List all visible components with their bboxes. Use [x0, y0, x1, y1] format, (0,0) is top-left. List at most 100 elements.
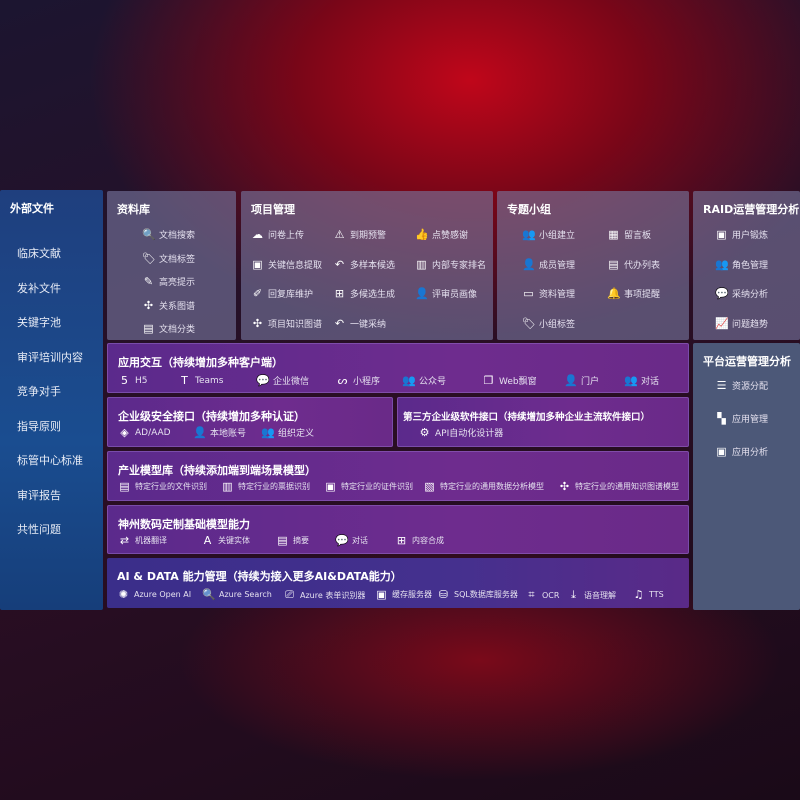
sidebar-item[interactable]: 临床文献	[17, 247, 61, 260]
miniprogram-icon: ᔕ	[337, 374, 348, 387]
app-item[interactable]: 👥 对话	[624, 374, 659, 387]
project-item[interactable]: ⚠ 到期预警	[333, 228, 386, 241]
item-label: 角色管理	[732, 260, 769, 271]
ai-item[interactable]: ♫ TTS	[632, 588, 664, 601]
base-item[interactable]: 💬 对话	[335, 534, 368, 547]
industry-item[interactable]: ▧ 特定行业的通用数据分析模型	[423, 480, 544, 493]
base-item[interactable]: ⊞ 内容合成	[395, 534, 444, 547]
project-item[interactable]: ↶ 一键采纳	[333, 317, 386, 330]
project-panel: 项目管理 ☁ 问卷上传 ⚠ 到期预警 👍 点赞感谢 ▣ 关键信息提取 ↶ 多样本候选 ▥ 内部专家排名 ✐…	[241, 191, 493, 340]
sidebar-item[interactable]: 竞争对手	[17, 385, 61, 398]
industry-item[interactable]: ▤ 特定行业的文件识别	[118, 480, 207, 493]
group-item[interactable]: ▦ 留言板	[607, 228, 651, 241]
puzzle-icon: ⊞	[334, 287, 345, 300]
thirdparty-item[interactable]: ⚙ API自动化设计器	[418, 426, 504, 439]
item-label: Azure Open AI	[134, 590, 192, 599]
window-icon: ❐	[483, 374, 494, 387]
item-label: 文档分类	[159, 325, 196, 335]
industry-item[interactable]: ✣ 特定行业的通用知识图谱模型	[558, 480, 679, 493]
project-item[interactable]: 👍 点赞感谢	[415, 228, 468, 241]
panel-title: 平台运营管理分析	[703, 355, 791, 368]
sidebar-item[interactable]: 审评报告	[17, 488, 61, 502]
ai-item[interactable]: ▣ 缓存服务器	[375, 588, 432, 601]
item-label: 特定行业的票据识别	[238, 482, 310, 491]
app-item[interactable]: ᔕ 小程序	[336, 374, 380, 387]
base-item[interactable]: ▤ 摘要	[276, 534, 309, 547]
item-label: 小程序	[353, 377, 381, 387]
sidebar-item[interactable]: 发补文件	[17, 281, 61, 295]
industry-item[interactable]: ▥ 特定行业的票据识别	[221, 480, 310, 493]
library-item[interactable]: ✎ 高亮提示	[142, 275, 195, 288]
raid-item[interactable]: 💬 采纳分析	[715, 287, 768, 300]
sidebar-item[interactable]: 指导原则	[17, 419, 61, 433]
library-item[interactable]: ✣ 关系图谱	[142, 299, 195, 312]
platform-item[interactable]: ☰ 资源分配	[715, 379, 768, 392]
panel-title: 资料库	[117, 203, 150, 216]
project-item[interactable]: ✐ 回复库维护	[251, 287, 313, 300]
cloud-upload-icon: ☁	[252, 228, 263, 241]
project-item[interactable]: ⊞ 多候选生成	[333, 287, 395, 300]
group-item[interactable]: 🏷 小组标签	[522, 317, 575, 330]
portal-icon: 👤	[564, 374, 577, 387]
group-item[interactable]: 👤 成员管理	[522, 258, 575, 271]
group-item[interactable]: 👥 小组建立	[522, 228, 575, 241]
item-label: Azure 表单识别器	[300, 590, 366, 600]
industry-model-panel: 产业模型库（持续添加端到端场景模型） ▤ 特定行业的文件识别 ▥ 特定行业的票据识别 ▣ 特…	[107, 451, 689, 501]
graph-icon: ✣	[143, 298, 154, 312]
app-item[interactable]: 👥 公众号	[402, 374, 446, 387]
library-item[interactable]: 🔍 文档搜索	[142, 228, 195, 241]
app-item[interactable]: 💬 企业微信	[256, 374, 309, 387]
sidebar-item[interactable]: 共性问题	[17, 523, 61, 536]
security-item[interactable]: 👥 组织定义	[261, 426, 314, 439]
sidebar-item[interactable]: 关键字池	[17, 316, 61, 329]
users-icon: 👥	[715, 257, 728, 271]
project-item[interactable]: 👤 评审员画像	[415, 287, 477, 300]
base-item[interactable]: ⇄ 机器翻译	[118, 534, 167, 547]
library-item[interactable]: 🏷 文档标签	[142, 252, 195, 265]
doc-search-icon: 🔍	[142, 228, 155, 241]
app-item[interactable]: 5 H5	[118, 374, 148, 387]
group-item[interactable]: 🔔 事项提醒	[607, 287, 660, 300]
security-item[interactable]: 👤 本地账号	[193, 426, 246, 439]
base-item[interactable]: A 关键实体	[201, 534, 250, 547]
raid-item[interactable]: 👥 角色管理	[715, 258, 768, 271]
project-item[interactable]: ☁ 问卷上传	[251, 228, 304, 241]
ai-item[interactable]: ⎚ Azure 表单识别器	[283, 588, 365, 602]
platform-item[interactable]: ▣ 应用分析	[715, 445, 768, 458]
teams-icon: T	[181, 374, 188, 387]
item-label: 用户锻炼	[732, 231, 769, 241]
platform-item[interactable]: ▚ 应用管理	[715, 412, 768, 425]
app-item[interactable]: T Teams	[178, 374, 223, 387]
ai-item[interactable]: 🔍 Azure Search	[202, 588, 272, 601]
app-item[interactable]: ❐ Web飘窗	[482, 374, 537, 387]
local-account-icon: 👤	[193, 426, 206, 439]
security-item[interactable]: ◈ AD/AAD	[118, 426, 170, 439]
graph-icon: ✣	[559, 480, 570, 493]
project-item[interactable]: ▣ 关键信息提取	[251, 258, 322, 271]
raid-item[interactable]: 📈 问题趋势	[715, 317, 768, 330]
group-item[interactable]: ▤ 代办列表	[607, 258, 660, 271]
project-item[interactable]: ▥ 内部专家排名	[415, 258, 486, 271]
app-item[interactable]: 👤 门户	[564, 374, 599, 387]
item-label: 关键实体	[218, 536, 250, 545]
item-label: TTS	[649, 590, 664, 599]
sidebar-item[interactable]: 审评培训内容	[17, 350, 83, 364]
ai-item[interactable]: ✺ Azure Open AI	[117, 588, 191, 601]
clipboard-icon: ▤	[608, 257, 619, 271]
project-item[interactable]: ✣ 项目知识图谱	[251, 317, 322, 330]
ai-item[interactable]: ⤓ 语音理解	[567, 588, 616, 602]
sidebar-item[interactable]: 标管中心标准	[17, 454, 83, 467]
raid-item[interactable]: ▣ 用户锻炼	[715, 228, 768, 241]
library-item[interactable]: ▤ 文档分类	[142, 322, 195, 335]
item-label: 高亮提示	[159, 278, 196, 288]
item-label: 应用分析	[732, 448, 769, 458]
item-label: 小组标签	[539, 319, 576, 330]
ai-item[interactable]: ⌗ OCR	[525, 588, 559, 602]
form-icon: ⎚	[285, 588, 294, 601]
item-label: 点赞感谢	[432, 231, 469, 241]
industry-item[interactable]: ▣ 特定行业的证件识别	[324, 480, 413, 493]
ai-item[interactable]: ⛁ SQL数据库服务器	[437, 588, 518, 601]
item-label: 门户	[581, 377, 600, 387]
group-item[interactable]: ▭ 资料管理	[522, 287, 575, 300]
project-item[interactable]: ↶ 多样本候选	[333, 258, 395, 271]
